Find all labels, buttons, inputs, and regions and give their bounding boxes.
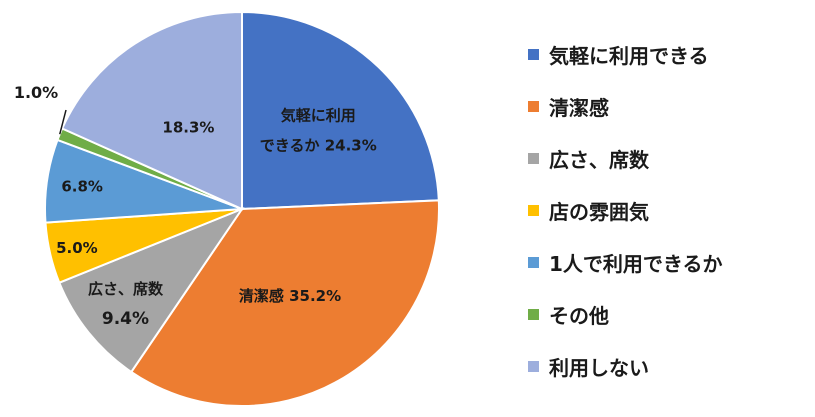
legend-item: 利用しない — [528, 340, 808, 392]
chart-legend: 気軽に利用できる 清潔感広さ、席数店の雰囲気 1人で利用できるか その他利用しない — [528, 28, 808, 392]
legend-item: 気軽に利用できる — [528, 28, 808, 80]
data-label-atmosphere: 5.0% — [56, 239, 98, 257]
legend-label: 店の雰囲気 — [549, 199, 649, 224]
legend-label: 気軽に利用できる — [549, 43, 709, 68]
data-label-space-seats-line-1: 広さ、席数 — [88, 280, 164, 298]
data-label-other: 1.0% — [14, 83, 58, 102]
legend-swatch — [528, 152, 539, 164]
data-label-cleanliness: 清潔感 35.2% — [239, 287, 341, 305]
pie-slices — [44, 10, 440, 407]
legend-label: その他 — [549, 303, 609, 328]
legend-item: 1人で利用できるか — [528, 236, 808, 288]
legend-swatch — [528, 360, 539, 372]
leader-line-other — [59, 109, 67, 135]
slice-easy-to-use — [241, 10, 440, 211]
legend-item: その他 — [528, 288, 808, 340]
legend-label: 広さ、席数 — [549, 147, 649, 172]
legend-swatch — [528, 256, 539, 268]
legend-item: 店の雰囲気 — [528, 184, 808, 236]
slice-space-seats — [57, 206, 245, 374]
legend-swatch — [528, 48, 539, 60]
legend-swatch — [528, 100, 539, 112]
data-label-not-used: 18.3% — [162, 118, 214, 136]
data-label-solo-use: 6.8% — [61, 178, 103, 196]
data-label-easy-to-use-line-1: 気軽に利用 — [281, 106, 356, 124]
legend-item: 清潔感 — [528, 80, 808, 132]
legend-label: 利用しない — [549, 355, 649, 380]
legend-label: 1人で利用できるか — [549, 251, 723, 276]
data-label-easy-to-use-line-2: できるか 24.3% — [260, 136, 377, 154]
slice-cleanliness — [129, 199, 440, 407]
slice-not-used — [60, 10, 243, 211]
legend-swatch — [528, 308, 539, 320]
legend-item: 広さ、席数 — [528, 132, 808, 184]
legend-swatch — [528, 204, 539, 216]
data-label-space-seats-line-2: 9.4% — [102, 309, 149, 329]
legend-label: 清潔感 — [549, 95, 609, 120]
